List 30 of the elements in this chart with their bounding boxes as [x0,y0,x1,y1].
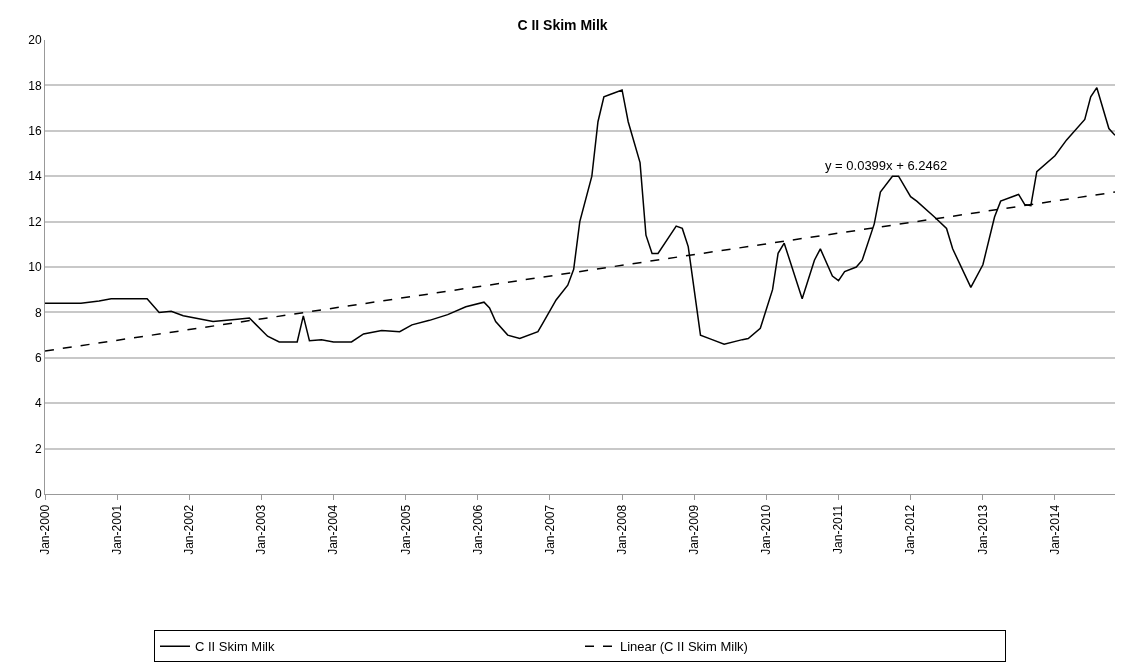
x-tick-label: Jan-2002 [182,504,197,555]
y-tick-label: 16 [28,124,42,138]
y-tick-label: 14 [28,169,42,184]
y-tick-label: 12 [28,214,42,229]
y-tick-label: 6 [34,351,42,365]
x-tick-label: Jan-2007 [542,504,557,555]
x-tick-label: Jan-2012 [903,504,918,555]
x-tick-label: Jan-2009 [687,504,702,555]
annotation: y = 0.0399x + 6.2462 [825,158,948,173]
x-tick-label: Jan-2013 [975,504,990,555]
x-tick-label: Jan-2010 [759,504,774,555]
x-tick-label: Jan-2008 [614,504,629,555]
x-tick-label: Jan-2003 [254,504,269,555]
x-tick-label: Jan-2011 [831,504,846,554]
x-tick-label: Jan-2000 [37,504,52,555]
legend-label: C II Skim Milk [195,639,275,655]
y-tick-label: 4 [34,396,42,411]
legend-label: Linear (C II Skim Milk) [620,639,748,655]
x-tick-label: Jan-2005 [398,504,413,555]
x-tick-label: Jan-2004 [326,504,341,555]
x-tick-label: Jan-2001 [110,504,125,555]
y-tick-label: 2 [34,441,42,456]
y-tick-label: 0 [34,487,42,502]
y-tick-label: 20 [28,33,42,48]
x-tick-label: Jan-2006 [470,504,485,555]
chart-title: C II Skim Milk [517,16,608,33]
y-tick-label: 10 [28,260,42,275]
y-tick-label: 8 [34,305,42,320]
y-tick-label: 18 [28,78,42,93]
x-tick-label: Jan-2014 [1047,504,1062,555]
